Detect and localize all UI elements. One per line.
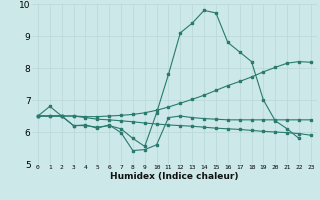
X-axis label: Humidex (Indice chaleur): Humidex (Indice chaleur) bbox=[110, 172, 239, 181]
